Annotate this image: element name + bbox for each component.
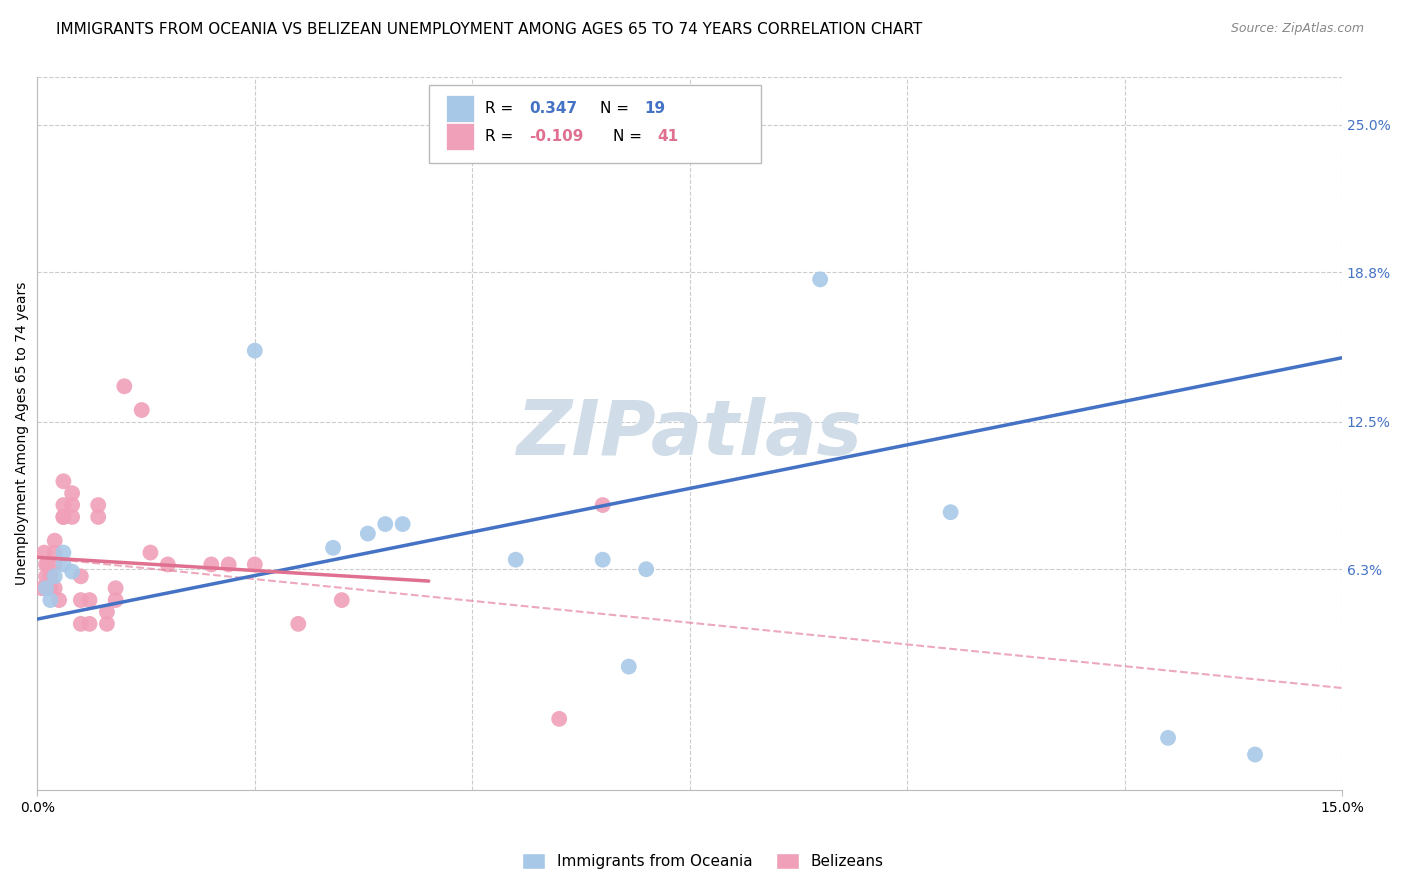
Point bbox=[35, 558, 58, 572]
Point bbox=[391, 517, 413, 532]
Point bbox=[87, 498, 110, 512]
Point bbox=[505, 552, 527, 566]
Text: Source: ZipAtlas.com: Source: ZipAtlas.com bbox=[1230, 22, 1364, 36]
Point bbox=[52, 475, 75, 489]
Point bbox=[35, 569, 58, 583]
Point bbox=[330, 593, 353, 607]
Point bbox=[44, 533, 66, 548]
Point bbox=[636, 562, 658, 576]
Text: 0.347: 0.347 bbox=[529, 101, 578, 116]
Point bbox=[60, 498, 83, 512]
Point bbox=[139, 545, 162, 559]
Point bbox=[96, 616, 118, 631]
Point bbox=[322, 541, 344, 555]
Text: IMMIGRANTS FROM OCEANIA VS BELIZEAN UNEMPLOYMENT AMONG AGES 65 TO 74 YEARS CORRE: IMMIGRANTS FROM OCEANIA VS BELIZEAN UNEM… bbox=[56, 22, 922, 37]
Point bbox=[37, 558, 59, 572]
Text: N =: N = bbox=[613, 129, 647, 145]
Legend: Immigrants from Oceania, Belizeans: Immigrants from Oceania, Belizeans bbox=[516, 847, 890, 875]
Bar bbox=[446, 95, 474, 121]
Point bbox=[39, 581, 62, 595]
Point bbox=[131, 403, 153, 417]
Point bbox=[60, 510, 83, 524]
Point bbox=[48, 593, 70, 607]
Point bbox=[44, 569, 66, 583]
Point bbox=[52, 545, 75, 559]
Point bbox=[34, 545, 56, 559]
Point bbox=[592, 498, 614, 512]
Point bbox=[357, 526, 380, 541]
Point bbox=[52, 498, 75, 512]
Point bbox=[69, 616, 91, 631]
Point bbox=[60, 486, 83, 500]
Text: R =: R = bbox=[485, 129, 517, 145]
Point bbox=[39, 593, 62, 607]
Bar bbox=[446, 123, 474, 150]
Point bbox=[44, 558, 66, 572]
Point bbox=[52, 510, 75, 524]
Point bbox=[112, 379, 135, 393]
Point bbox=[79, 593, 101, 607]
Point bbox=[548, 712, 571, 726]
Point bbox=[939, 505, 962, 519]
Point bbox=[52, 510, 75, 524]
Point bbox=[200, 558, 222, 572]
Point bbox=[243, 343, 266, 358]
Point bbox=[156, 558, 179, 572]
Point bbox=[104, 581, 127, 595]
Point bbox=[592, 552, 614, 566]
Point bbox=[218, 558, 240, 572]
Point bbox=[60, 565, 83, 579]
Text: 19: 19 bbox=[644, 101, 665, 116]
Point bbox=[39, 569, 62, 583]
Point bbox=[808, 272, 831, 286]
Text: R =: R = bbox=[485, 101, 517, 116]
Point bbox=[287, 616, 309, 631]
Text: -0.109: -0.109 bbox=[529, 129, 583, 145]
FancyBboxPatch shape bbox=[429, 85, 762, 163]
Point bbox=[104, 593, 127, 607]
Point bbox=[96, 605, 118, 619]
Point bbox=[1157, 731, 1180, 745]
Point bbox=[617, 659, 640, 673]
Text: ZIPatlas: ZIPatlas bbox=[516, 397, 863, 471]
Point bbox=[69, 593, 91, 607]
Point bbox=[1244, 747, 1267, 762]
Point bbox=[243, 558, 266, 572]
Point bbox=[87, 510, 110, 524]
Point bbox=[69, 569, 91, 583]
Y-axis label: Unemployment Among Ages 65 to 74 years: Unemployment Among Ages 65 to 74 years bbox=[15, 282, 30, 585]
Point bbox=[374, 517, 396, 532]
Point bbox=[79, 616, 101, 631]
Point bbox=[44, 581, 66, 595]
Point bbox=[52, 558, 75, 572]
Point bbox=[31, 581, 53, 595]
Point bbox=[35, 581, 58, 595]
Text: N =: N = bbox=[599, 101, 634, 116]
Text: 41: 41 bbox=[657, 129, 678, 145]
Point bbox=[44, 545, 66, 559]
